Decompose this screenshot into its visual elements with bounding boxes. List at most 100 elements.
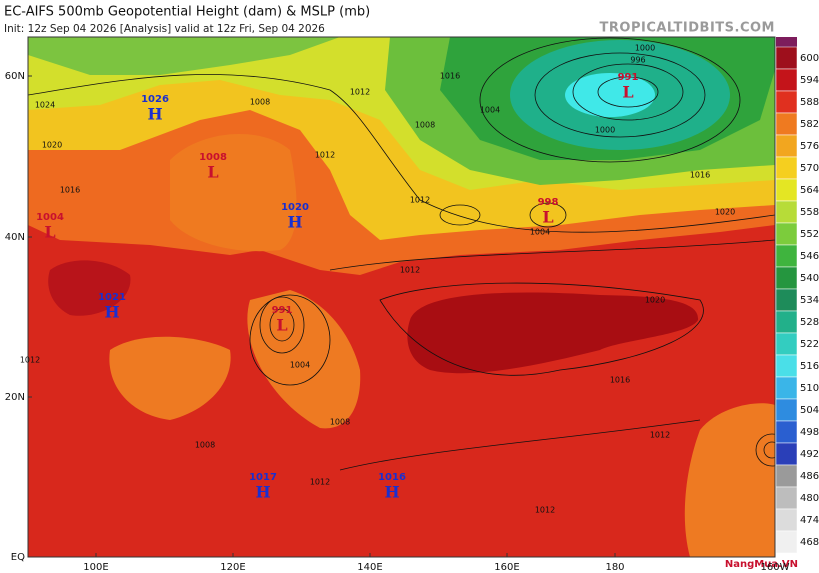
isobar-label: 1012	[315, 151, 335, 160]
isobar-label: 1020	[715, 208, 735, 217]
colorbar-box	[775, 442, 798, 466]
colorbar-box	[775, 266, 798, 290]
colorbar-label: 498	[800, 427, 819, 438]
isobar-label: 1016	[610, 376, 630, 385]
isobar-label: 1004	[290, 361, 310, 370]
colorbar-label: 516	[800, 361, 819, 372]
center-value: 1016	[378, 472, 406, 483]
field-dark-red	[48, 260, 131, 316]
center-letter: L	[207, 163, 218, 182]
center-letter: L	[276, 316, 287, 335]
colorbar-box	[775, 332, 798, 356]
colorbar-box	[775, 90, 798, 114]
field-dark-red	[407, 292, 699, 374]
isobar-label: 1004	[530, 228, 550, 237]
lon-label: 120E	[220, 562, 245, 573]
colorbar-box	[775, 112, 798, 136]
field-orange	[247, 290, 361, 429]
colorbar-label: 534	[800, 295, 819, 306]
isobar-label: 1012	[350, 88, 370, 97]
colorbar-label: 480	[800, 493, 819, 504]
isobar-label: 1024	[35, 101, 55, 110]
watermark: NangMua.VN	[725, 559, 798, 570]
center-letter: H	[384, 483, 399, 502]
colorbar-box	[775, 376, 798, 400]
isobar-label: 1012	[400, 266, 420, 275]
field-green	[28, 37, 340, 75]
isobar-label: 1020	[645, 296, 665, 305]
colorbar-box	[775, 46, 798, 70]
center-letter: H	[147, 105, 162, 124]
colorbar-box	[775, 398, 798, 422]
center-value: 1017	[249, 472, 277, 483]
map-area	[28, 37, 775, 557]
colorbar-label: 564	[800, 185, 819, 196]
lat-label: EQ	[11, 552, 25, 563]
subtitle: Init: 12z Sep 04 2026 [Analysis] valid a…	[4, 23, 325, 35]
colorbar-box	[775, 288, 798, 312]
lon-label: 160W	[761, 562, 790, 573]
center-letter: H	[287, 213, 302, 232]
colorbar-label: 570	[800, 163, 819, 174]
field-orange	[170, 133, 297, 252]
isobar-label: 1008	[195, 441, 215, 450]
colorbar-box	[775, 200, 798, 224]
colorbar-box	[775, 178, 798, 202]
colorbar-box	[775, 530, 798, 554]
isobar-label: 1008	[250, 98, 270, 107]
colorbar-box	[775, 486, 798, 510]
center-value: 991	[618, 72, 639, 83]
lat-label: 40N	[5, 232, 25, 243]
colorbar-box	[775, 244, 798, 268]
colorbar-box	[775, 222, 798, 246]
center-letter: L	[622, 83, 633, 102]
isobar-label: 1012	[650, 431, 670, 440]
colorbar-label: 594	[800, 75, 819, 86]
isobar-label: 1000	[595, 126, 615, 135]
title: EC-AIFS 500mb Geopotential Height (dam) …	[4, 5, 370, 20]
colorbar-label: 486	[800, 471, 819, 482]
colorbar-label: 492	[800, 449, 819, 460]
colorbar-box	[775, 420, 798, 444]
colorbar-label: 474	[800, 515, 819, 526]
colorbar-label: 576	[800, 141, 819, 152]
isobar-label: 1008	[415, 121, 435, 130]
colorbar-box	[775, 134, 798, 158]
colorbar-top	[776, 37, 797, 47]
field-orange	[109, 336, 231, 420]
isobar-label: 1012	[20, 356, 40, 365]
center-value: 1026	[141, 94, 169, 105]
colorbar-label: 510	[800, 383, 819, 394]
colorbar-label: 558	[800, 207, 819, 218]
isobars	[28, 37, 775, 471]
center-letter: H	[255, 483, 270, 502]
center-value: 991	[272, 305, 293, 316]
colorbar-label: 528	[800, 317, 819, 328]
isobar-label: 1012	[535, 506, 555, 515]
center-letter: L	[542, 208, 553, 227]
center-value: 1021	[98, 292, 126, 303]
center-value: 998	[538, 197, 559, 208]
colorbar-box	[775, 68, 798, 92]
field-orange	[684, 403, 775, 557]
colorbar-label: 468	[800, 537, 819, 548]
colorbar-label: 522	[800, 339, 819, 350]
isobar-label: 1020	[42, 141, 62, 150]
source: TROPICALTIDBITS.COM	[600, 21, 775, 36]
isobar-label: 1012	[310, 478, 330, 487]
isobar-label: 1000	[635, 44, 655, 53]
center-letter: L	[44, 223, 55, 242]
isobar-label: 1016	[60, 186, 80, 195]
lon-label: 100E	[83, 562, 108, 573]
map-frame	[27, 36, 776, 558]
colorbar-box	[775, 310, 798, 334]
isobar-label: 1016	[690, 171, 710, 180]
isobar-label: 1004	[480, 106, 500, 115]
colorbar-label: 540	[800, 273, 819, 284]
colorbar-label: 546	[800, 251, 819, 262]
colorbar-label: 600	[800, 53, 819, 64]
lat-label: 60N	[5, 71, 25, 82]
field-cyan	[565, 73, 655, 117]
isobar-label: 1016	[440, 72, 460, 81]
